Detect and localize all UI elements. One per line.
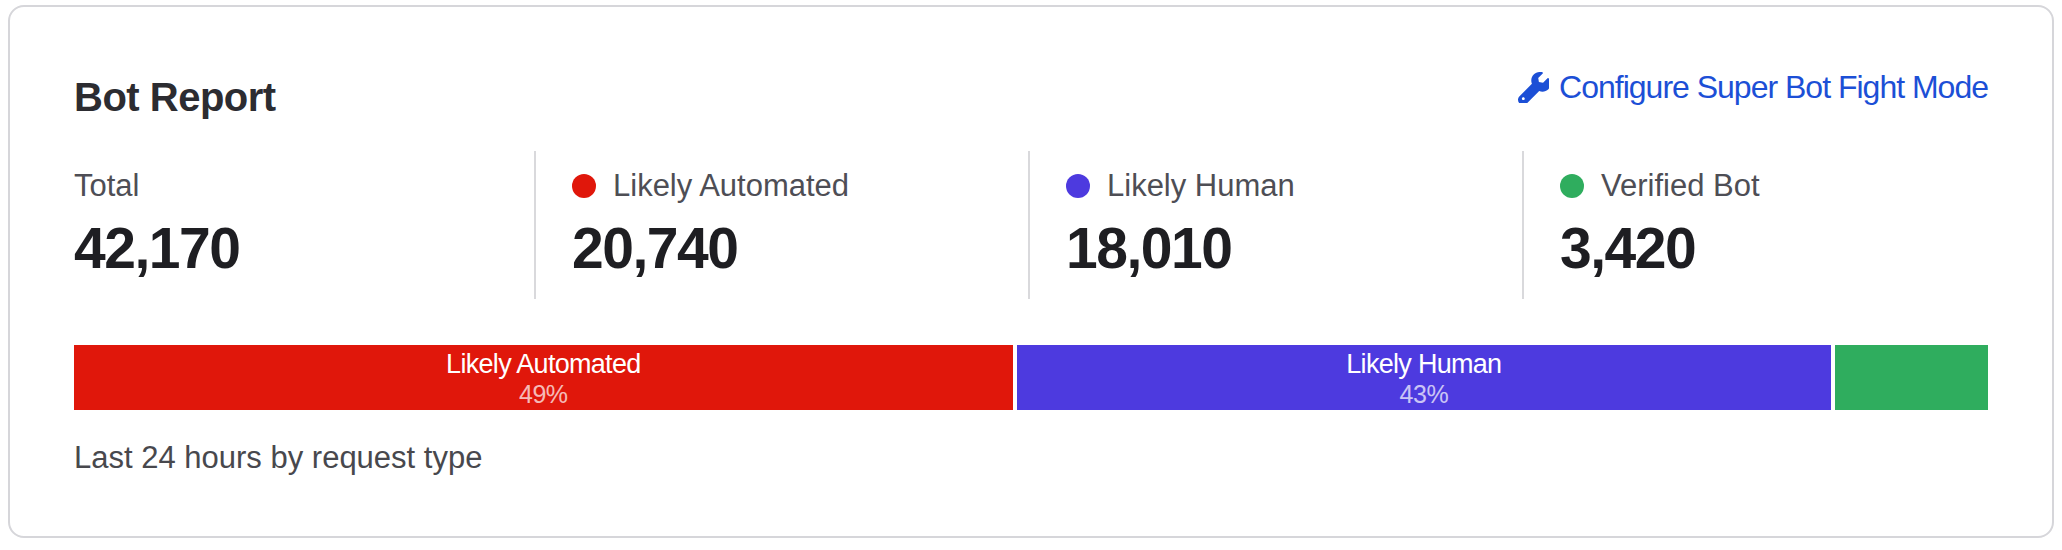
stat-total-label: Total [74, 165, 534, 207]
stat-verified-bot-value: 3,420 [1560, 213, 1988, 283]
verified-bot-dot [1560, 174, 1584, 198]
stat-likely-human-label: Likely Human [1107, 165, 1295, 207]
stat-likely-human: Likely Human 18,010 [1028, 151, 1522, 299]
stat-likely-automated: Likely Automated 20,740 [534, 151, 1028, 299]
stat-likely-human-value: 18,010 [1066, 213, 1522, 283]
stat-likely-automated-label: Likely Automated [613, 165, 849, 207]
card-header: Bot Report Configure Super Bot Fight Mod… [74, 73, 1988, 121]
bot-report-card: Bot Report Configure Super Bot Fight Mod… [8, 5, 2054, 538]
footnote: Last 24 hours by request type [74, 440, 1988, 476]
wrench-icon [1518, 72, 1549, 103]
stats-row: Total 42,170 Likely Automated 20,740 Lik… [74, 151, 1988, 299]
likely-human-dot [1066, 174, 1090, 198]
bar-segment-likely-human[interactable]: Likely Human 43% [1017, 345, 1831, 410]
stacked-bar: Likely Automated 49% Likely Human 43% [74, 345, 1988, 410]
bar-segment-likely-automated[interactable]: Likely Automated 49% [74, 345, 1013, 410]
card-title: Bot Report [74, 73, 276, 121]
stat-total: Total 42,170 [74, 151, 534, 299]
stat-verified-bot-label: Verified Bot [1601, 165, 1760, 207]
configure-link-label: Configure Super Bot Fight Mode [1559, 69, 1988, 106]
stat-likely-automated-value: 20,740 [572, 213, 1028, 283]
stat-total-value: 42,170 [74, 213, 534, 283]
stat-verified-bot: Verified Bot 3,420 [1522, 151, 1988, 299]
likely-automated-dot [572, 174, 596, 198]
bar-segment-verified-bot[interactable] [1835, 345, 1988, 410]
configure-super-bot-fight-mode-link[interactable]: Configure Super Bot Fight Mode [1518, 69, 1988, 106]
